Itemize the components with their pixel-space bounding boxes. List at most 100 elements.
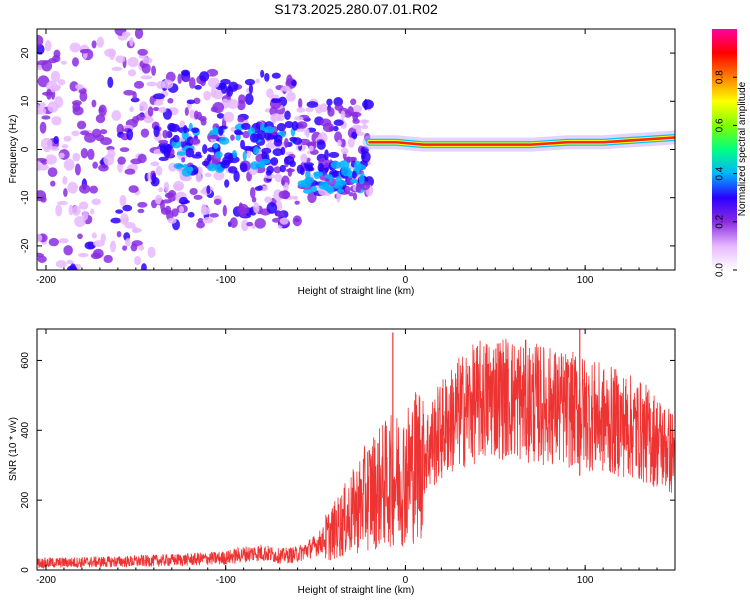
spectrogram-cell	[91, 40, 97, 49]
spectrogram-cell	[160, 199, 165, 211]
spectrogram-cell	[209, 212, 219, 218]
spectrogram-y-ticks: -20 -10 0 10 20	[20, 47, 675, 253]
spectrogram-cell	[233, 170, 240, 182]
spectrogram-cell	[52, 54, 61, 63]
spectrogram-cell	[333, 119, 344, 126]
spectrogram-cell	[218, 126, 224, 136]
spectrogram-cell	[264, 126, 275, 134]
spectrogram-cell	[141, 263, 147, 270]
spectrogram-cell	[95, 134, 105, 142]
spectrogram-cell	[77, 252, 89, 258]
spectrogram-cell	[266, 134, 276, 140]
x-tick-label: -200	[36, 575, 56, 586]
spectrogram-cell	[229, 217, 238, 228]
spectrogram-cell	[128, 185, 139, 193]
spectrogram-cell	[237, 203, 249, 215]
spectrogram-cell	[270, 98, 282, 104]
spectrogram-cell	[284, 137, 289, 148]
spectrogram-cell	[322, 122, 334, 133]
spectrogram-cell	[63, 245, 73, 256]
spectrogram-cell	[41, 115, 51, 120]
spectrogram-cell	[213, 142, 219, 150]
spectrogram-cell	[84, 241, 96, 250]
spectrogram-cell	[340, 147, 349, 155]
spectrogram-marks	[37, 29, 675, 270]
spectrogram-cell	[134, 255, 142, 266]
spectrogram-cell	[306, 165, 312, 172]
spectrogram-cell	[69, 81, 79, 92]
spectrogram-cell	[92, 161, 98, 169]
spectrogram-cell	[348, 192, 355, 197]
spectrogram-cell	[278, 190, 291, 200]
spectrogram-cell	[71, 205, 81, 216]
spectrogram-cell	[266, 88, 274, 99]
spectrogram-cell	[103, 254, 113, 264]
x-tick-label: 0	[403, 275, 409, 286]
spectrogram-cell	[255, 78, 260, 84]
spectrogram-cell	[37, 43, 45, 55]
spectrogram-cell	[350, 178, 358, 184]
spectrogram-cell	[115, 209, 124, 214]
spectrogram-cell	[147, 246, 156, 258]
y-tick-label: 10	[20, 95, 31, 107]
spectrogram-cell	[355, 125, 362, 136]
spectrogram-cell	[39, 102, 47, 108]
spectrogram-cell	[212, 101, 225, 114]
spectrogram-cell	[37, 34, 44, 47]
spectrogram-cell	[333, 96, 344, 107]
spectrogram-cell	[129, 37, 134, 47]
spectrogram-cell	[151, 65, 157, 76]
spectrogram-cell	[270, 157, 279, 166]
spectrogram-cell	[61, 144, 69, 149]
spectrogram-cell	[121, 31, 131, 37]
spectrogram-cell	[291, 79, 297, 87]
spectrogram-cell	[193, 194, 203, 200]
spectrogram-cell	[324, 149, 329, 161]
spectrogram-cell	[100, 233, 106, 243]
spectrogram-cell	[234, 129, 242, 135]
spectrogram-cell	[137, 208, 145, 214]
spectrogram-cell	[146, 81, 157, 87]
spectrogram-cell	[254, 218, 266, 229]
spectrogram-cell	[55, 260, 67, 268]
colorbar-ticks: 0.0 0.2 0.4 0.6 0.8	[715, 70, 737, 277]
spectrogram-cell	[173, 162, 184, 170]
spectrogram-cell	[299, 167, 305, 176]
snr-x-label: Height of straight line (km)	[298, 585, 415, 596]
spectrogram-cell	[296, 121, 308, 129]
spectrogram-cell	[214, 151, 223, 159]
spectrogram-cell	[196, 111, 202, 121]
spectrogram-cell	[153, 106, 160, 112]
x-tick-label: -200	[36, 275, 56, 286]
spectrogram-cell	[110, 217, 122, 224]
spectrogram-cell	[40, 196, 47, 203]
spectrogram-cell	[272, 148, 283, 157]
spectrogram-cell	[279, 217, 289, 225]
spectrogram-cell	[124, 168, 136, 175]
spectrogram-cell	[235, 134, 241, 141]
spectrogram-cell	[202, 160, 210, 167]
spectrogram-cell	[107, 76, 114, 89]
spectrogram-cell	[220, 160, 230, 169]
spectrogram-cell	[132, 116, 140, 124]
spectrogram-cell	[298, 98, 303, 109]
spectrogram-cell	[185, 147, 195, 158]
x-tick-label: -100	[216, 275, 236, 286]
spectrogram-cell	[260, 69, 265, 78]
spectrogram-cell	[40, 137, 53, 150]
spectrogram-cell	[164, 205, 172, 215]
spectrogram-cell	[137, 201, 148, 208]
spectrogram-cell	[178, 205, 185, 214]
spectrogram-cell	[283, 155, 295, 165]
spectrogram-cell	[204, 172, 212, 178]
spectrogram-cell	[264, 72, 270, 82]
spectrogram-cell	[354, 160, 362, 171]
spectrogram-cell	[340, 110, 346, 119]
spectrogram-cell	[74, 163, 81, 176]
spectrogram-cell	[119, 147, 130, 153]
spectrogram-cell	[284, 120, 294, 129]
spectrogram-cell	[302, 188, 313, 194]
spectrogram-cell	[154, 194, 163, 205]
spectrogram-cell	[273, 166, 282, 174]
spectrogram-cell	[89, 185, 99, 194]
